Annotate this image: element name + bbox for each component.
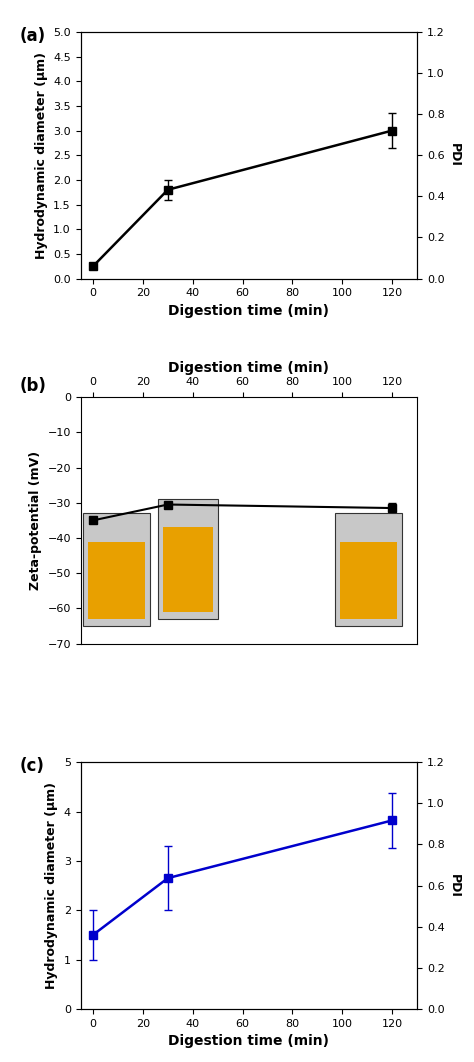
X-axis label: Digestion time (min): Digestion time (min) [168,1034,329,1048]
Text: (c): (c) [20,757,45,775]
Bar [88,542,146,619]
Bar [83,513,150,627]
Y-axis label: Hydrodynamic diameter (μm): Hydrodynamic diameter (μm) [45,782,58,989]
Bar [163,528,213,612]
Bar [158,499,218,619]
Y-axis label: Zeta-potential (mV): Zeta-potential (mV) [29,450,42,590]
Y-axis label: Hydrodynamic diameter (μm): Hydrodynamic diameter (μm) [35,52,47,259]
Text: (a): (a) [20,27,46,45]
Text: (b): (b) [20,377,47,395]
Y-axis label: PDI: PDI [448,143,461,167]
Bar [335,513,402,627]
Bar [340,542,397,619]
X-axis label: Digestion time (min): Digestion time (min) [168,361,329,375]
Y-axis label: PDI: PDI [448,874,461,897]
X-axis label: Digestion time (min): Digestion time (min) [168,304,329,318]
